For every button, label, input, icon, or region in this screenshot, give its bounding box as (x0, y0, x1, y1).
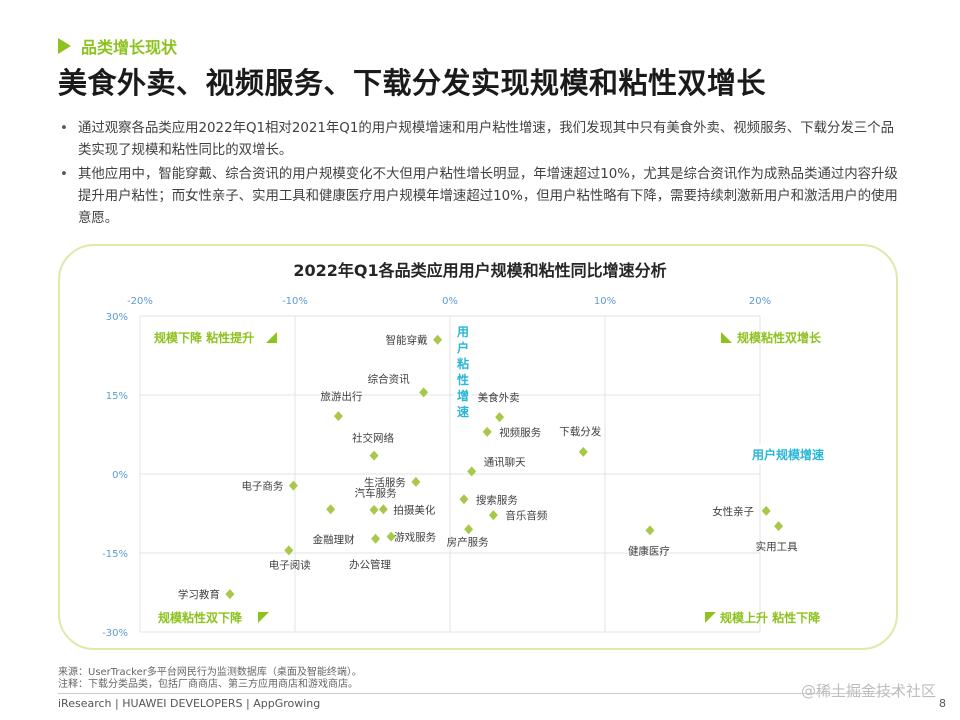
y-tick-label: 0% (112, 470, 128, 481)
section-tag-label: 品类增长现状 (81, 38, 178, 57)
footer-brand: iResearch | HUAWEI DEVELOPERS | AppGrowi… (58, 697, 321, 710)
chart-title: 2022年Q1各品类应用用户规模和粘性同比增速分析 (293, 261, 666, 280)
triangle-icon (705, 612, 716, 623)
y-axis-label-char: 粘 (457, 356, 469, 371)
point-label: 实用工具 (756, 540, 798, 553)
scatter-point (774, 521, 784, 532)
scatter-point (459, 494, 469, 505)
point-label: 电子阅读 (269, 558, 311, 571)
scatter-point (288, 480, 298, 491)
x-tick-label: 10% (594, 296, 616, 307)
scatter-point (488, 510, 498, 521)
scatter-point (369, 450, 379, 461)
scatter-chart: 2022年Q1各品类应用用户规模和粘性同比增速分析 -20% -10% 0% 10% 20… (102, 261, 838, 639)
watermark: @稀土掘金技术社区 (800, 682, 936, 700)
point-label: 金融理财 (313, 533, 355, 546)
section-tag: 品类增长现状 (58, 34, 177, 58)
scatter-point (333, 411, 343, 422)
x-tick-label: 0% (442, 296, 458, 307)
page-number: 8 (939, 697, 946, 710)
scatter-point (386, 531, 396, 542)
triangle-icon (721, 332, 732, 343)
point-label: 通讯聊天 (484, 455, 526, 468)
scatter-point (371, 533, 381, 544)
point-label: 生活服务 (364, 476, 406, 489)
source-note: 来源：UserTracker多平台网民行为监测数据库（桌面及智能终端）。 (58, 667, 362, 678)
y-axis-label-char: 户 (457, 340, 469, 355)
point-label: 办公管理 (349, 558, 391, 571)
triangle-icon (258, 612, 269, 623)
triangle-icon (58, 38, 71, 54)
point-label: 汽车服务 (355, 486, 397, 499)
scatter-point (419, 387, 429, 398)
point-label: 女性亲子 (712, 505, 754, 518)
scatter-point (761, 505, 771, 516)
y-axis-label-char: 用 (456, 325, 469, 339)
x-tick-label: -20% (127, 296, 153, 307)
point-label: 游戏服务 (394, 531, 436, 544)
footer-divider (58, 693, 898, 694)
scatter-point (326, 504, 336, 515)
scatter-point (578, 446, 588, 457)
triangle-icon (266, 332, 277, 343)
page-title: 美食外卖、视频服务、下载分发实现规模和粘性双增长 (58, 66, 767, 100)
scatter-point (433, 334, 443, 345)
point-label: 音乐音频 (505, 509, 547, 522)
scatter-point (369, 504, 379, 515)
bullet-item: 通过观察各品类应用2022年Q1相对2021年Q1的用户规模增速和用户粘性增速，… (56, 118, 906, 162)
point-label: 电子商务 (241, 480, 283, 493)
footer-source: 来源：UserTracker多平台网民行为监测数据库（桌面及智能终端）。 注释：… (58, 667, 362, 691)
point-label: 美食外卖 (478, 391, 520, 404)
scatter-point (467, 466, 477, 477)
point-label: 拍摄美化 (393, 503, 435, 516)
y-tick-label: -30% (102, 628, 128, 639)
chart-container: 2022年Q1各品类应用用户规模和粘性同比增速分析 -20% -10% 0% 10% 20… (58, 244, 898, 650)
bullet-item: 其他应用中，智能穿戴、综合资讯的用户规模变化不大但用户粘性增长明显，年增速超过1… (56, 164, 906, 230)
point-label: 搜索服务 (476, 493, 518, 506)
point-label: 旅游出行 (320, 390, 362, 403)
x-axis-label-bg (738, 444, 838, 464)
point-label: 智能穿戴 (386, 334, 428, 347)
y-axis-label-bg (454, 320, 472, 422)
bullet-list: 通过观察各品类应用2022年Q1相对2021年Q1的用户规模增速和用户粘性增速，… (56, 118, 906, 232)
x-tick-label: -10% (282, 296, 308, 307)
point-label: 综合资讯 (368, 372, 410, 385)
scatter-point (495, 412, 505, 423)
quadrant-label-bottom-left: 规模粘性双下降 (158, 610, 243, 625)
y-tick-label: 15% (106, 391, 128, 402)
scatter-point (411, 476, 421, 487)
point-label: 房产服务 (447, 535, 489, 548)
scatter-point (645, 525, 655, 536)
quadrant-label-top-right: 规模粘性双增长 (737, 330, 822, 345)
x-axis-label: 用户规模增速 (751, 447, 824, 462)
point-label: 视频服务 (499, 426, 541, 439)
point-label: 健康医疗 (628, 544, 670, 557)
scatter-point (482, 426, 492, 437)
scatter-point (378, 504, 388, 515)
y-axis-label-char: 性 (456, 372, 469, 387)
quadrant-label-top-left: 规模下降 粘性提升 (154, 330, 254, 345)
point-label: 社交网络 (352, 432, 394, 445)
scatter-point (464, 524, 474, 535)
quadrant-label-bottom-right: 规模上升 粘性下降 (720, 610, 821, 625)
footnote: 注释：下载分类品类，包括厂商商店、第三方应用商店和游戏商店。 (58, 679, 358, 690)
point-label: 下载分发 (559, 425, 601, 438)
point-label: 学习教育 (178, 588, 220, 601)
scatter-point (225, 589, 235, 600)
y-axis-label-char: 速 (457, 404, 469, 419)
x-tick-label: 20% (749, 296, 771, 307)
scatter-point (284, 545, 294, 556)
y-tick-label: 30% (106, 312, 128, 323)
y-tick-label: -15% (102, 549, 128, 560)
y-axis-label-char: 增 (457, 388, 469, 403)
